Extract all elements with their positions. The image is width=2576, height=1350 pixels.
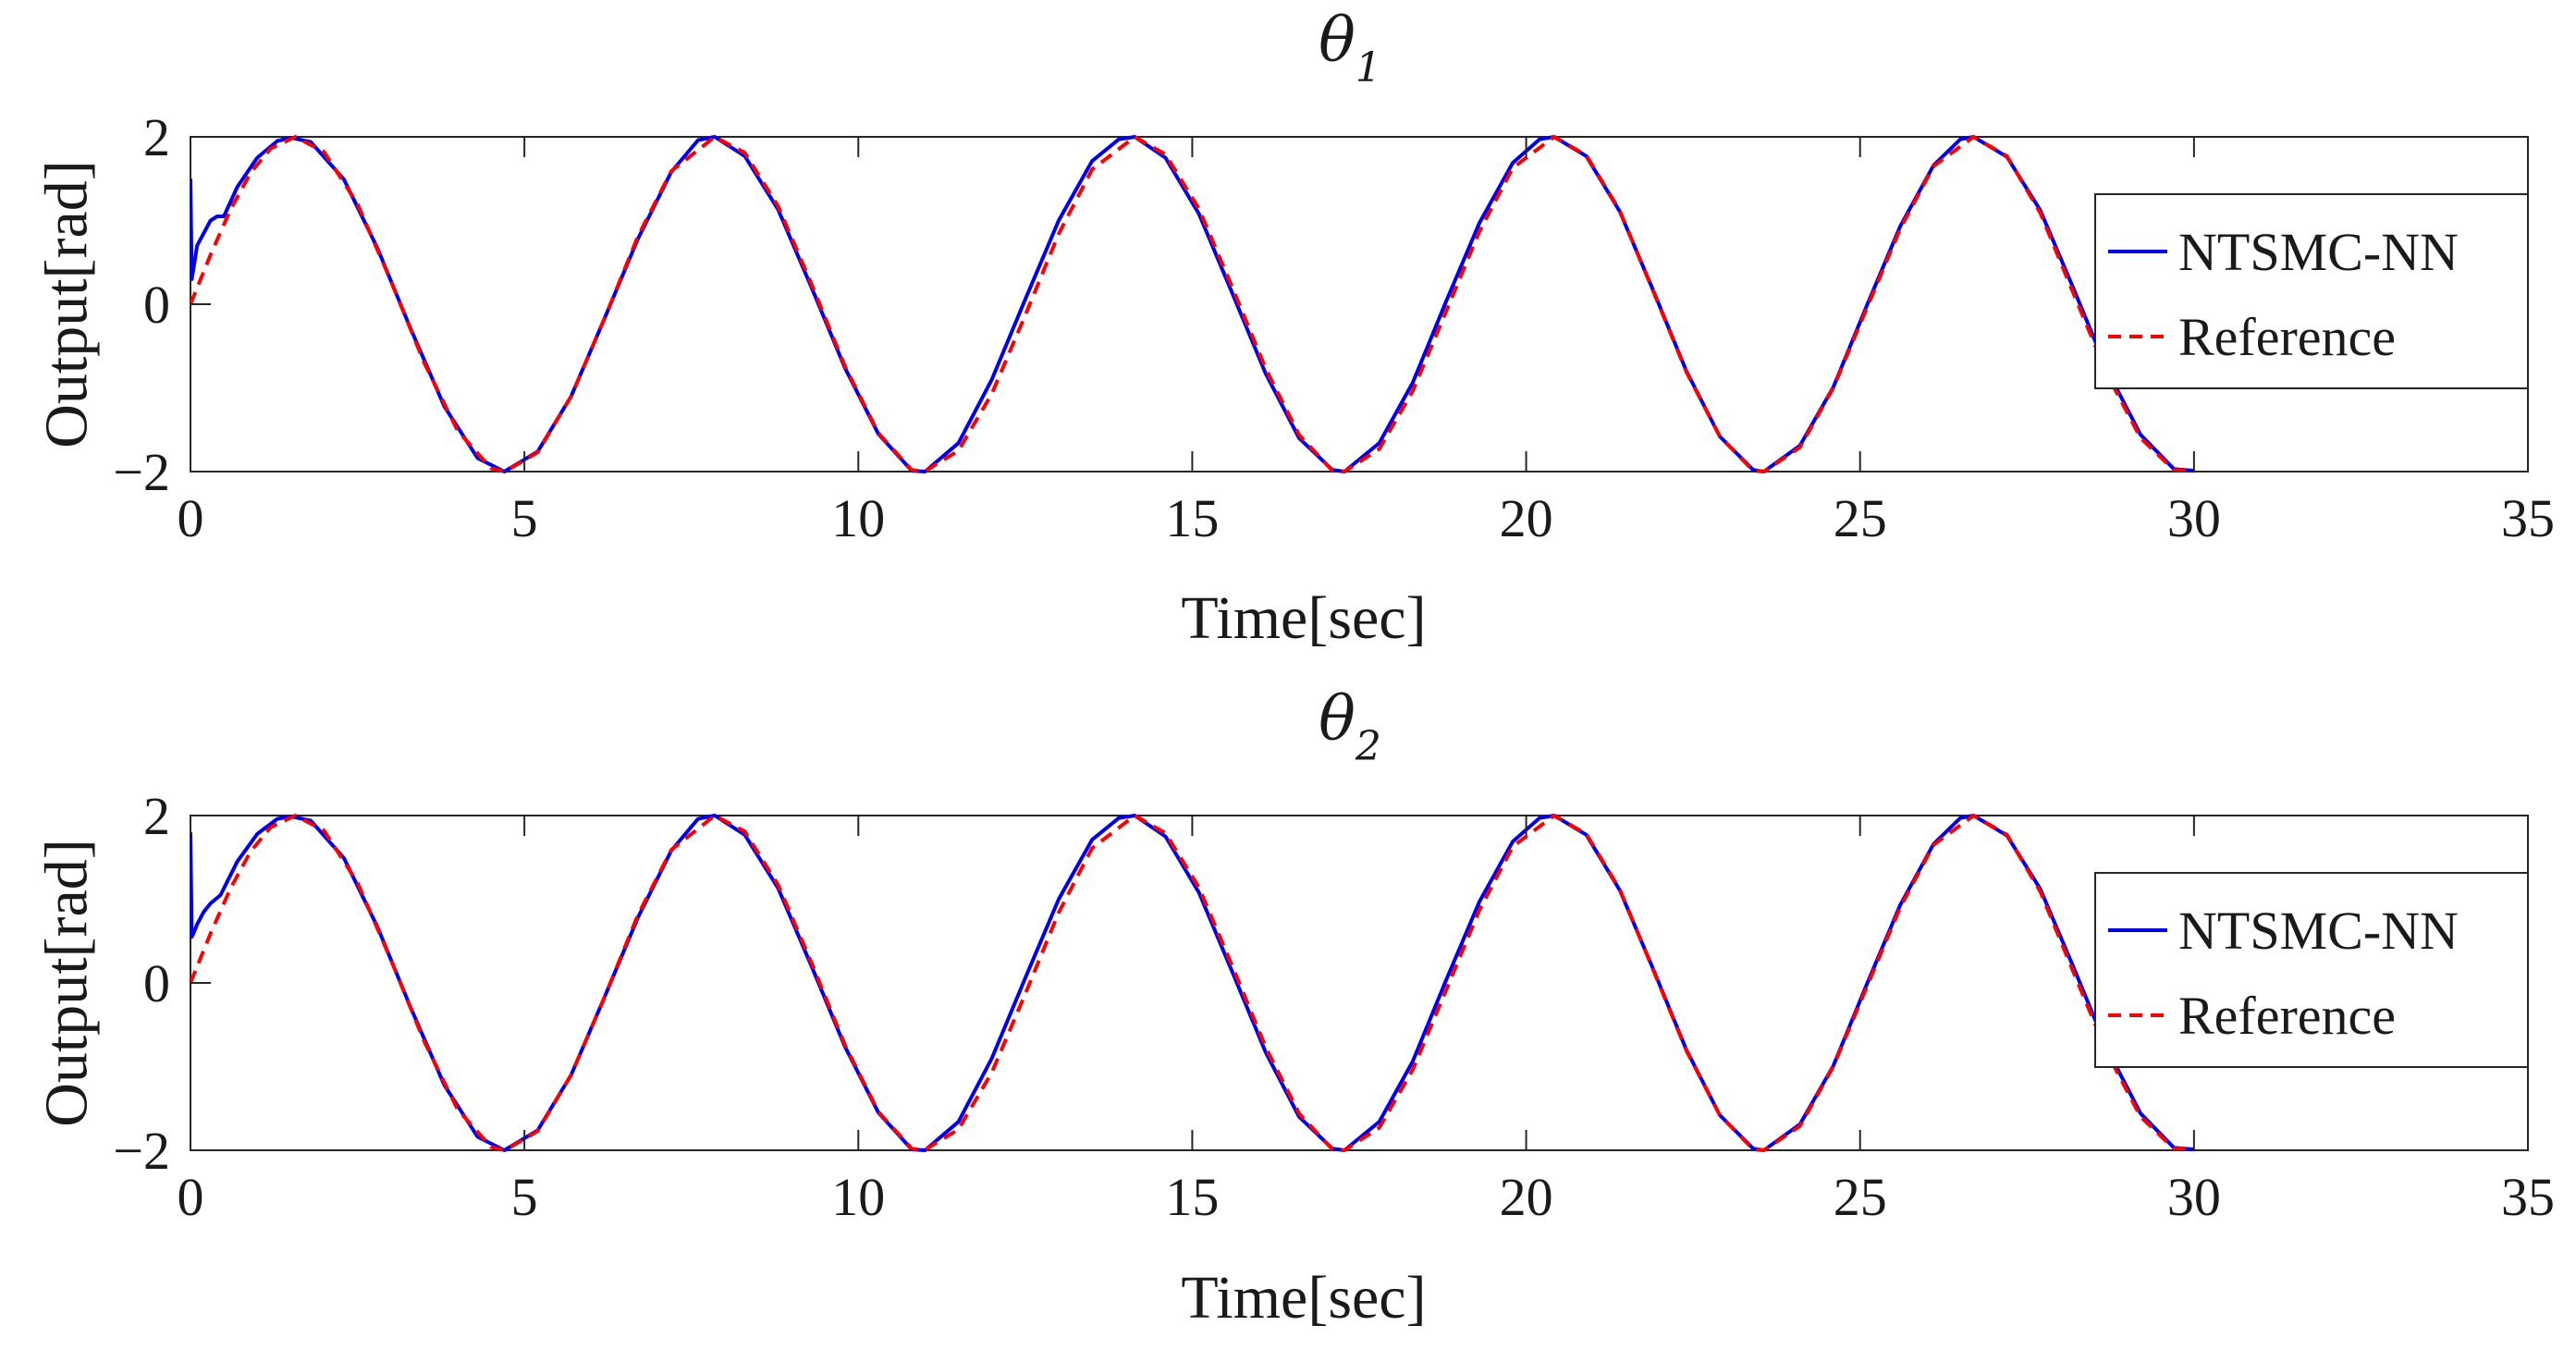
chart-title: θ2	[1319, 683, 1381, 770]
series-group	[190, 814, 2195, 1152]
y-axis-label: Output[rad]	[33, 839, 101, 1127]
series-group	[190, 135, 2195, 473]
y-axis-label: Output[rad]	[33, 160, 101, 448]
panel-theta-2: 0 5 10 15 20 25 30 35−202θ2Time[sec]Output[rad]…	[33, 683, 2556, 1332]
chart-title-subscript: 2	[1355, 723, 1381, 770]
legend-label-ntsmc-nn: NTSMC-NN	[2178, 901, 2459, 961]
x-tick-label: 20	[1500, 488, 1553, 548]
y-tick-label: 0	[143, 953, 170, 1013]
legend-label-reference: Reference	[2178, 307, 2396, 367]
x-tick-label: 20	[1500, 1167, 1553, 1227]
y-tick-label: 0	[143, 275, 170, 335]
series-line-ntsmc-nn	[190, 814, 2195, 1152]
x-tick-label: 35	[2501, 1167, 2555, 1227]
x-tick-label: 30	[2167, 1167, 2221, 1227]
x-tick-label: 35	[2501, 488, 2555, 548]
series-line-reference	[190, 814, 2194, 1152]
x-tick-label: 15	[1165, 488, 1219, 548]
series-line-ntsmc-nn	[190, 135, 2195, 473]
chart-title-symbol: θ	[1319, 683, 1355, 755]
x-tick-label: 0	[178, 1167, 204, 1227]
legend-label-ntsmc-nn: NTSMC-NN	[2178, 222, 2459, 282]
x-tick-label: 10	[831, 1167, 885, 1227]
legend: NTSMC-NN Reference	[2094, 872, 2529, 1068]
chart-title: θ1	[1319, 5, 1381, 92]
x-tick-label: 10	[831, 488, 885, 548]
x-tick-label: 25	[1834, 1167, 1887, 1227]
y-tick-label: −2	[113, 442, 170, 502]
x-tick-label: 0	[178, 488, 204, 548]
y-tick-label: 2	[143, 107, 170, 167]
y-tick-label: 2	[143, 786, 170, 846]
x-tick-label: 25	[1834, 488, 1887, 548]
x-tick-label: 30	[2167, 488, 2221, 548]
x-axis-label: Time[sec]	[1181, 584, 1426, 652]
chart-title-symbol: θ	[1319, 5, 1355, 76]
x-tick-label: 5	[511, 488, 538, 548]
chart-title-subscript: 1	[1355, 44, 1381, 92]
x-axis-label: Time[sec]	[1181, 1264, 1426, 1332]
legend-box	[2094, 193, 2529, 389]
y-tick-label: −2	[113, 1121, 170, 1181]
legend: NTSMC-NN Reference	[2094, 193, 2529, 389]
x-tick-label: 5	[511, 1167, 538, 1227]
series-line-reference	[190, 135, 2194, 473]
x-tick-label: 15	[1165, 1167, 1219, 1227]
panel-theta-1: 0 5 10 15 20 25 30 35−202θ1Time[sec]Output[rad]…	[33, 5, 2556, 652]
legend-label-reference: Reference	[2178, 986, 2396, 1046]
legend-box	[2094, 872, 2529, 1068]
